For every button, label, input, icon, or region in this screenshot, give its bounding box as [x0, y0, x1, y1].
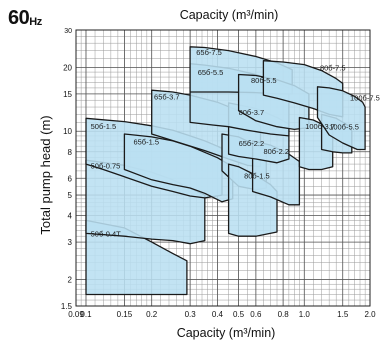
x-axis-title: Capacity (m³/min): [177, 326, 276, 340]
y-tick-label: 1.5: [61, 302, 73, 311]
y-tick-label: 30: [64, 28, 72, 35]
pump-label: 80б-1.5: [244, 171, 270, 180]
y-tick-label: 20: [63, 63, 72, 72]
frequency-unit: Hz: [29, 16, 42, 28]
frequency-label: 60Hz: [8, 7, 42, 30]
y-tick-label: 5: [68, 191, 73, 200]
top-axis-label: Capacity (m³/min): [180, 8, 279, 22]
x-tick-label: 0.15: [117, 310, 133, 319]
pump-area: [316, 86, 366, 151]
pump-label: 65б-7.5: [196, 48, 222, 57]
x-tick-label: 1.0: [299, 310, 311, 319]
pump-label: 100б-7.5: [350, 94, 380, 103]
pump-label: 50б-1.5: [91, 122, 117, 131]
chart-axes: [75, 29, 371, 307]
x-tick-label: 1.5: [337, 310, 349, 319]
x-tick-label: 0.3: [185, 310, 197, 319]
y-tick-label: 8: [68, 148, 73, 157]
pump-label: 50б-0.4T: [91, 229, 122, 238]
x-tick-label: 0.5: [233, 310, 245, 319]
pump-labels: 50б-0.4T 50б-0.75 50б-1.5 65б-1.5 65б-3.7 65б…: [91, 48, 380, 238]
x-tick-label: 0.1: [80, 310, 92, 319]
y-tick-label: 4: [68, 212, 73, 221]
pump-label: 65б-2.2: [239, 139, 265, 148]
y-axis-title: Total pump head (m): [38, 115, 53, 234]
pump-label: 100б-3.7: [305, 122, 335, 131]
pump-label: 80б-2.2: [263, 147, 289, 156]
pump-label: 80б-5.5: [251, 76, 277, 85]
plot-frame: [75, 29, 371, 307]
x-tick-label: 0.4: [212, 310, 224, 319]
pump-label: 80б-3.7: [239, 108, 265, 117]
y-tick-label: 2: [68, 275, 73, 284]
pump-label: 50б-0.75: [91, 161, 121, 170]
y-tick-label: 6: [68, 174, 73, 183]
x-tick-label: 0.8: [278, 310, 290, 319]
x-tick-label: 0.09: [68, 310, 84, 319]
x-tick-label: 2.0: [364, 310, 376, 319]
frequency-value: 60: [8, 7, 30, 29]
x-tick-label: 0.6: [250, 310, 262, 319]
pump-label: 80б-7.5: [320, 63, 346, 72]
pump-areas: [85, 46, 366, 296]
y-tick-labels: 1.5 2 3 4 5 6 8 10 15 20 30: [61, 28, 73, 311]
x-tick-label: 0.2: [146, 310, 158, 319]
pump-label: 100б-5.5: [329, 123, 359, 132]
y-tick-label: 15: [63, 90, 72, 99]
pump-label: 65б-5.5: [198, 68, 224, 77]
y-tick-label: 10: [63, 127, 72, 136]
y-tick-label: 3: [68, 238, 73, 247]
pump-label: 65б-3.7: [154, 92, 180, 101]
pump-label: 65б-1.5: [133, 137, 159, 146]
x-tick-labels: 0.090.1 0.15 0.2 0.3 0.4 0.5 0.6 0.8 1.0 1.5 2.0: [68, 310, 376, 319]
